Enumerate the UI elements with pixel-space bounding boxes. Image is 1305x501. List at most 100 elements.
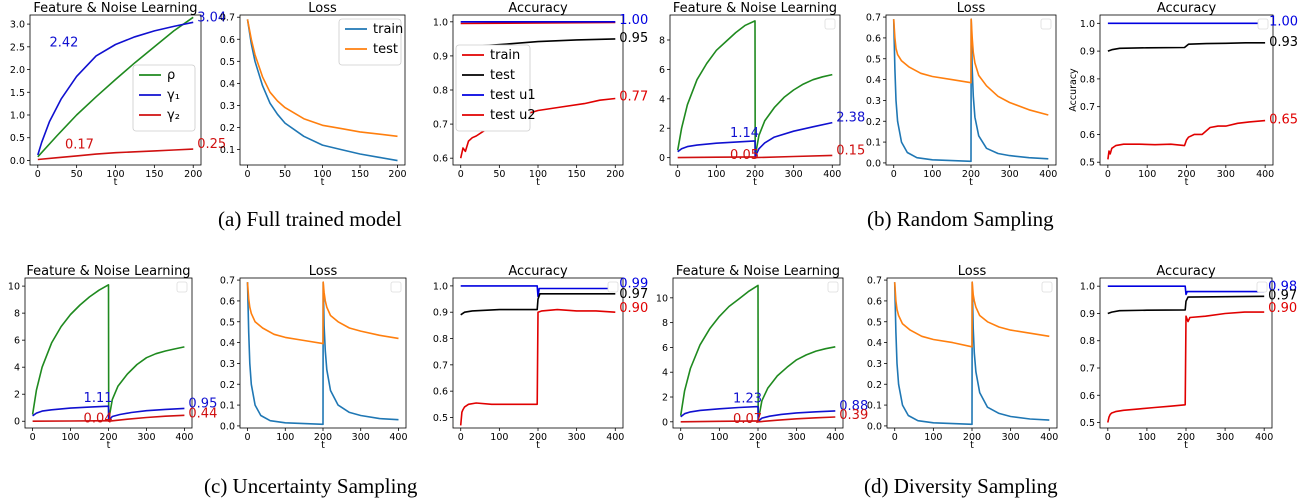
b-feature-data-label: 0.15	[836, 143, 865, 158]
a-acc-ytick-label: 0.9	[433, 51, 448, 62]
a-acc-legend-box	[455, 44, 531, 132]
a-feature-ytick-label: 3.0	[10, 20, 25, 31]
b-loss-ytick-label: 0.0	[866, 158, 881, 169]
c-acc-xtick-label: 200	[529, 432, 547, 443]
b-feature-ytick-label: 8	[659, 36, 665, 47]
caption-c: (c) Uncertainty Sampling	[204, 474, 418, 498]
b-acc-ytick-label: 1.0	[1080, 19, 1095, 30]
b-loss-ytick-label: 0.5	[866, 54, 881, 65]
c-feature-xtick-label: 200	[99, 432, 117, 443]
c-acc-xtick-label: 300	[568, 432, 586, 443]
a-feature-xtick-label: 150	[145, 169, 163, 180]
a-acc-ytick-label: 1.0	[433, 17, 448, 28]
a-feature-xtick-label: 200	[184, 169, 202, 180]
c-feature-data-label: 0.44	[188, 406, 217, 421]
b-feature-data-label: 1.14	[730, 126, 759, 141]
c-feature-ytick-label: 8	[14, 309, 20, 320]
c-feature-xtick-label: 300	[137, 432, 155, 443]
a-feature-data-label: 0.17	[65, 138, 94, 153]
d-feature-ytick-label: 2	[662, 393, 668, 404]
d-feature-ytick-label: 10	[656, 293, 668, 304]
a-loss-xtick-label: 200	[388, 169, 406, 180]
b-acc-series-line-1	[1107, 42, 1266, 52]
a-loss-ytick-label: 0.6	[220, 35, 235, 46]
a-acc-xtick-label: 150	[568, 169, 586, 180]
c-loss-series-line-1	[246, 281, 399, 345]
d-acc-xtick-label: 100	[1138, 432, 1156, 443]
a-feature-ytick-label: 1.0	[10, 111, 25, 122]
a-acc-series-line-0	[460, 21, 616, 25]
b-acc-ytick-label: 0.5	[1080, 158, 1095, 169]
b-feature-data-label: 2.38	[836, 111, 865, 126]
d-loss-title: Loss	[958, 264, 987, 279]
c-feature-data-label: 0.95	[188, 396, 217, 411]
b-loss-ytick-label: 0.2	[866, 117, 881, 128]
a-acc-title: Accuracy	[508, 1, 568, 16]
b-loss-ytick-label: 0.6	[866, 33, 881, 44]
a-loss-series-line-1	[246, 19, 398, 138]
a-feature-xtick-label: 50	[71, 169, 83, 180]
d-feature-empty-legend	[827, 281, 839, 293]
b-acc-xtick-label: 0	[1105, 169, 1111, 180]
b-acc-data-label: 0.93	[1269, 35, 1298, 50]
c-feature-data-label: 0.04	[84, 412, 113, 427]
b-acc-xtick-label: 300	[1217, 169, 1235, 180]
a-acc-data-label: 1.00	[619, 13, 648, 28]
a-acc-data-label: 0.95	[619, 31, 648, 46]
b-feature-xtick-label: 100	[707, 169, 725, 180]
c-acc-xlabel: t	[536, 440, 540, 451]
c-feature-xtick-label: 400	[175, 432, 193, 443]
c-acc-ytick-label: 0.5	[433, 413, 448, 424]
b-loss-ytick-label: 0.4	[866, 75, 881, 86]
a-feature-ytick-label: 2.5	[10, 42, 25, 53]
a-loss-legend-label: train	[373, 22, 403, 37]
b-loss-empty-legend	[1040, 18, 1052, 30]
d-feature-data-label: 1.23	[733, 392, 762, 407]
a-acc-legend-label: test	[490, 68, 515, 83]
d-feature-xtick-label: 400	[826, 432, 844, 443]
b-feature-ytick-label: 2	[659, 124, 665, 135]
d-acc-xlabel: t	[1184, 440, 1188, 451]
b-acc-xtick-label: 100	[1138, 169, 1156, 180]
c-acc-ytick-label: 1.0	[433, 281, 448, 292]
d-acc-series-line-0	[1107, 285, 1265, 296]
c-loss-xtick-label: 100	[276, 432, 294, 443]
b-acc-empty-legend	[1257, 18, 1269, 30]
a-feature-title: Feature & Noise Learning	[33, 1, 197, 16]
c-feature-ytick-label: 4	[14, 363, 20, 374]
b-feature-title: Feature & Noise Learning	[673, 1, 837, 16]
a-feature-ytick-label: 0.5	[10, 133, 25, 144]
a-loss-xtick-label: 50	[279, 169, 291, 180]
d-acc-ytick-label: 0.6	[1080, 391, 1095, 402]
b-acc-xtick-label: 400	[1256, 169, 1274, 180]
d-acc-ytick-label: 0.5	[1080, 418, 1095, 429]
a-feature-legend-label: ρ	[167, 68, 175, 83]
c-acc-data-label: 0.90	[619, 301, 648, 316]
a-loss-ytick-label: 0.1	[220, 145, 235, 156]
c-acc-series-line-2	[459, 308, 616, 426]
b-loss-xlabel: t	[969, 177, 973, 188]
a-feature-data-label: 2.42	[49, 35, 78, 50]
b-acc-xtick-label: 200	[1177, 169, 1195, 180]
b-feature-ytick-label: 6	[659, 65, 665, 76]
b-feature-empty-legend	[824, 18, 836, 30]
b-acc-frame	[1099, 14, 1274, 166]
a-feature-series-line-2	[37, 148, 194, 161]
b-loss-xtick-label: 100	[923, 169, 941, 180]
d-acc-xtick-label: 0	[1105, 432, 1111, 443]
a-feature-ytick-label: 2.0	[10, 65, 25, 76]
b-feature-xtick-label: 300	[785, 169, 803, 180]
d-acc-empty-legend	[1256, 281, 1268, 293]
a-feature-ytick-label: 1.5	[10, 88, 25, 99]
b-loss-ytick-label: 0.7	[866, 13, 881, 24]
c-loss-xtick-label: 200	[314, 432, 332, 443]
b-acc-ylabel: Accuracy	[1068, 68, 1079, 112]
a-acc-ytick-label: 0.7	[433, 120, 448, 131]
b-loss-xtick-label: 200	[962, 169, 980, 180]
d-feature-xtick-label: 300	[788, 432, 806, 443]
d-loss-ytick-label: 0.2	[867, 380, 882, 391]
a-feature-legend-label: γ₂	[167, 108, 180, 123]
c-acc-data-label: 0.97	[619, 287, 648, 302]
d-feature-data-label: 0.07	[733, 412, 762, 427]
